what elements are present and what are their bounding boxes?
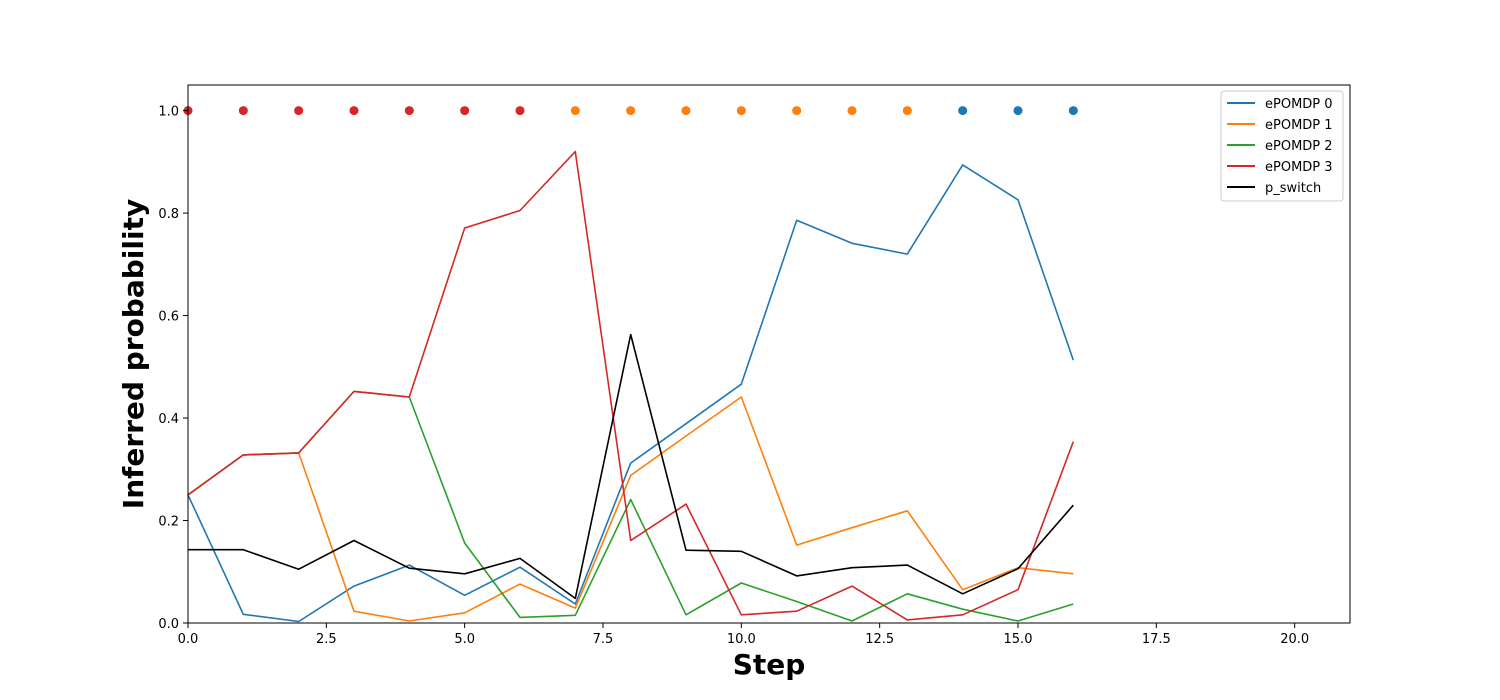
- scatter-point: [681, 106, 691, 116]
- x-tick-label: 20.0: [1280, 632, 1309, 647]
- scatter-point: [1068, 106, 1078, 116]
- y-tick-label: 0.8: [158, 207, 179, 222]
- scatter-point: [847, 106, 857, 116]
- y-tick-label: 0.2: [158, 515, 179, 530]
- x-tick-label: 5.0: [454, 632, 475, 647]
- series-line-epomdp-3: [187, 150, 1075, 621]
- y-axis-title: Inferred probability: [117, 199, 150, 509]
- legend-box: [1220, 90, 1344, 202]
- legend: ePOMDP 0 ePOMDP 1 ePOMDP 2 ePOMDP 3 p_switch: [1220, 90, 1344, 202]
- scatter-point: [626, 106, 636, 116]
- x-tick-label: 10.0: [727, 632, 756, 647]
- x-tick-label: 0.0: [178, 632, 199, 647]
- scatter-point: [1013, 106, 1023, 116]
- y-tick-label: 0.0: [158, 617, 179, 632]
- legend-label: ePOMDP 0: [1265, 97, 1333, 112]
- x-tick-label: 17.5: [1142, 632, 1171, 647]
- x-tick-label: 7.5: [593, 632, 614, 647]
- scatter-point: [736, 106, 746, 116]
- x-tick-label: 12.5: [865, 632, 894, 647]
- series-line-epomdp-2: [187, 390, 1074, 622]
- scatter-point: [460, 106, 470, 116]
- scatter-point: [792, 106, 802, 116]
- y-tick-label: 0.6: [158, 310, 179, 325]
- scatter-point: [570, 106, 580, 116]
- x-axis-title: Step: [733, 648, 806, 681]
- scatter-point: [238, 106, 248, 116]
- series-line-epomdp-0: [187, 164, 1075, 623]
- scatter-point: [294, 106, 304, 116]
- scatter-point: [349, 106, 359, 116]
- scatter-point: [902, 106, 912, 116]
- legend-label: ePOMDP 2: [1265, 139, 1333, 154]
- legend-label: ePOMDP 1: [1265, 118, 1333, 133]
- x-tick-label: 15.0: [1004, 632, 1033, 647]
- legend-label: p_switch: [1265, 181, 1321, 196]
- plot-area: [183, 106, 1078, 623]
- series-line-epomdp-1: [187, 396, 1074, 622]
- scatter-point: [958, 106, 968, 116]
- y-tick-label: 0.4: [158, 412, 179, 427]
- scatter-point: [404, 106, 414, 116]
- legend-label: ePOMDP 3: [1265, 160, 1333, 175]
- x-axis: 0.0 2.5 5.0 7.5 10.0 12.5 15.0 17.5 20.0: [178, 623, 1309, 647]
- scatter-point: [515, 106, 525, 116]
- y-axis: 0.0 0.2 0.4 0.6 0.8 1.0: [158, 105, 188, 632]
- axes-frame: [187, 84, 1351, 624]
- series-line-p-switch: [188, 333, 1074, 600]
- y-tick-label: 1.0: [158, 105, 179, 120]
- x-tick-label: 2.5: [316, 632, 337, 647]
